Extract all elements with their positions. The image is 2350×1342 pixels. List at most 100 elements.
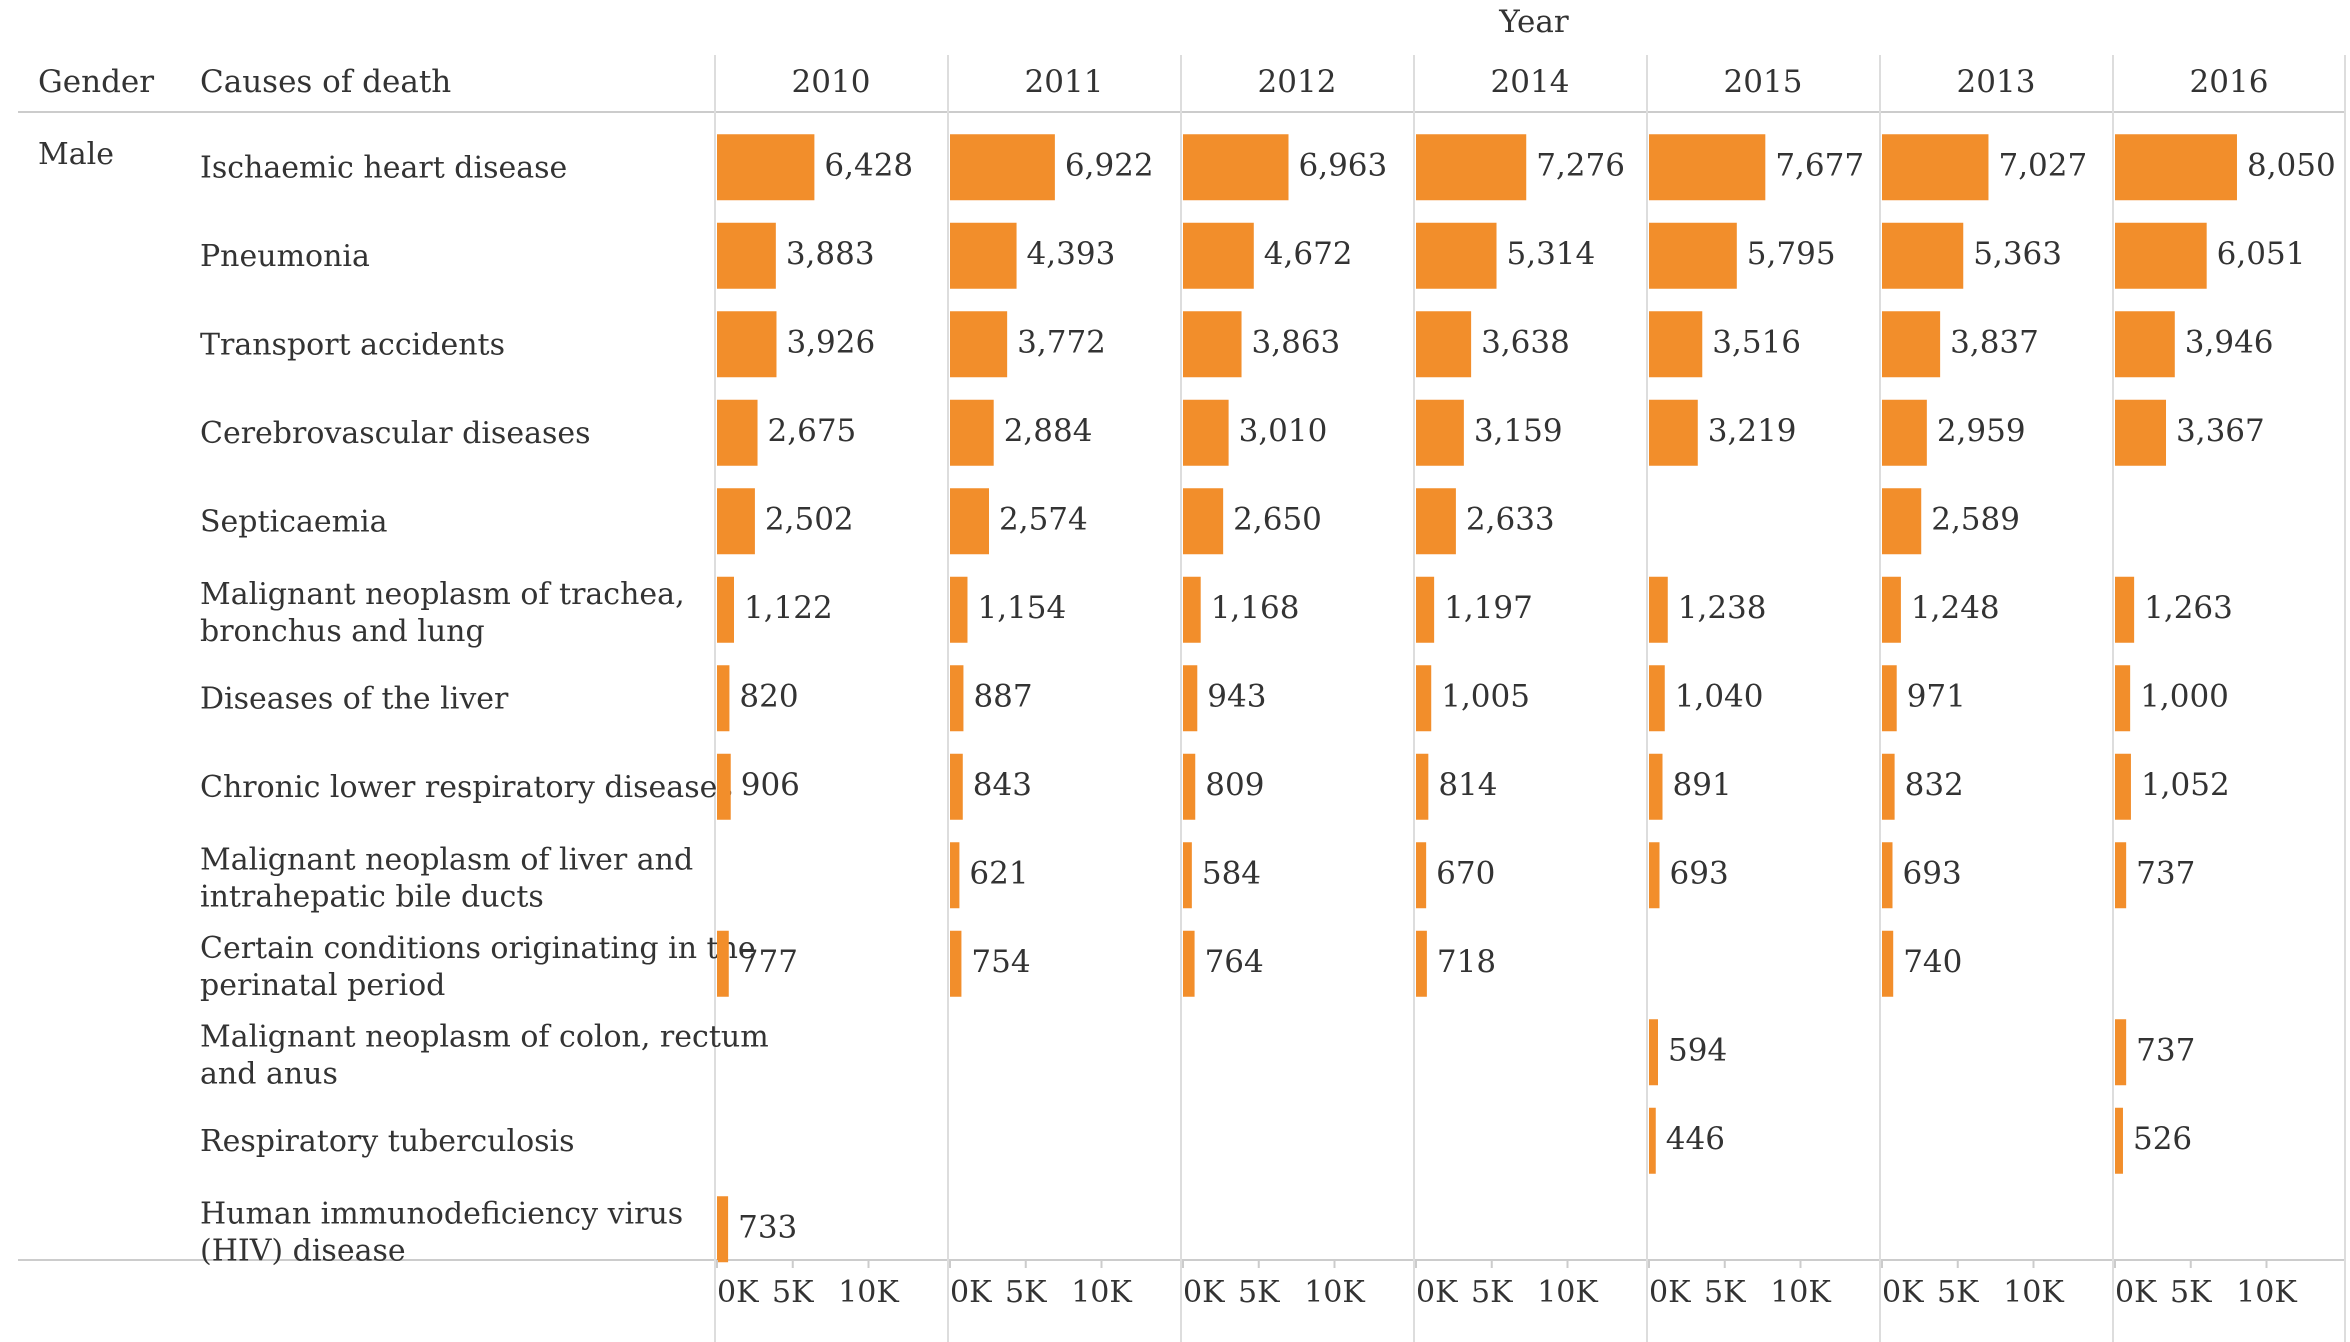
bar bbox=[950, 753, 963, 820]
x-tick-label: 10K bbox=[2003, 1275, 2064, 1310]
causes-header: Causes of death bbox=[200, 64, 451, 100]
value-label: 2,633 bbox=[1466, 501, 1555, 537]
bar bbox=[1183, 222, 1254, 289]
value-label: 3,926 bbox=[786, 324, 875, 360]
x-tick-label: 5K bbox=[772, 1275, 814, 1310]
bar bbox=[717, 930, 729, 997]
value-label: 3,772 bbox=[1017, 324, 1106, 360]
value-label: 446 bbox=[1666, 1121, 1725, 1157]
value-label: 2,574 bbox=[999, 501, 1088, 537]
value-label: 3,638 bbox=[1481, 324, 1570, 360]
cause-label: Human immunodeficiency virus bbox=[200, 1196, 683, 1231]
bar bbox=[1882, 399, 1927, 466]
x-tick-label: 0K bbox=[950, 1275, 992, 1310]
value-label: 740 bbox=[1903, 944, 1962, 980]
cause-label: Respiratory tuberculosis bbox=[200, 1124, 575, 1159]
cause-label: perinatal period bbox=[200, 968, 445, 1003]
bar bbox=[1183, 665, 1198, 732]
year-label-2010: 2010 bbox=[792, 64, 871, 100]
value-label: 5,314 bbox=[1507, 236, 1596, 272]
value-label: 7,027 bbox=[1998, 147, 2087, 183]
value-label: 906 bbox=[741, 767, 800, 803]
value-label: 2,959 bbox=[1937, 413, 2026, 449]
bar bbox=[717, 753, 731, 820]
value-label: 693 bbox=[1903, 855, 1962, 891]
value-label: 693 bbox=[1670, 855, 1729, 891]
value-label: 670 bbox=[1436, 855, 1495, 891]
bar bbox=[2115, 311, 2175, 378]
bar bbox=[717, 222, 776, 289]
value-label: 814 bbox=[1438, 767, 1497, 803]
bar bbox=[1183, 488, 1224, 555]
bar bbox=[1416, 488, 1456, 555]
year-label-2016: 2016 bbox=[2190, 64, 2269, 100]
cause-label: Diseases of the liver bbox=[200, 681, 509, 716]
value-label: 5,795 bbox=[1747, 236, 1836, 272]
value-label: 3,946 bbox=[2185, 324, 2274, 360]
bar bbox=[1882, 311, 1941, 378]
cause-label: Chronic lower respiratory diseases bbox=[200, 770, 733, 805]
bar bbox=[1183, 753, 1196, 820]
value-label: 526 bbox=[2133, 1121, 2192, 1157]
value-label: 1,122 bbox=[744, 590, 833, 626]
value-label: 3,516 bbox=[1712, 324, 1801, 360]
bar bbox=[2115, 1019, 2127, 1086]
bar bbox=[1882, 842, 1893, 909]
value-label: 6,963 bbox=[1299, 147, 1388, 183]
bar bbox=[950, 576, 968, 643]
value-label: 737 bbox=[2136, 855, 2195, 891]
bar bbox=[1183, 842, 1192, 909]
cause-label: Certain conditions originating in the bbox=[200, 931, 756, 966]
x-tick-label: 10K bbox=[1770, 1275, 1831, 1310]
bar bbox=[950, 311, 1008, 378]
bar bbox=[950, 665, 964, 732]
value-label: 7,677 bbox=[1775, 147, 1864, 183]
year-label-2012: 2012 bbox=[1258, 64, 1337, 100]
value-label: 584 bbox=[1202, 855, 1261, 891]
year-label-2013: 2013 bbox=[1957, 64, 2036, 100]
value-label: 1,154 bbox=[977, 590, 1066, 626]
bar bbox=[717, 134, 815, 201]
bar bbox=[2115, 222, 2207, 289]
cause-label: (HIV) disease bbox=[200, 1233, 406, 1268]
bar bbox=[717, 576, 734, 643]
x-tick-label: 10K bbox=[1537, 1275, 1598, 1310]
bar bbox=[1183, 311, 1242, 378]
value-label: 737 bbox=[2136, 1032, 2195, 1068]
bar bbox=[1882, 576, 1901, 643]
x-tick-label: 0K bbox=[1649, 1275, 1691, 1310]
value-label: 1,263 bbox=[2144, 590, 2233, 626]
x-tick-label: 0K bbox=[2115, 1275, 2157, 1310]
bar bbox=[1882, 930, 1894, 997]
bar bbox=[950, 399, 994, 466]
x-tick-label: 5K bbox=[1471, 1275, 1513, 1310]
value-label: 718 bbox=[1437, 944, 1496, 980]
bar bbox=[950, 930, 962, 997]
bar bbox=[1649, 134, 1766, 201]
value-label: 971 bbox=[1907, 678, 1966, 714]
x-tick-label: 5K bbox=[1937, 1275, 1979, 1310]
value-label: 1,248 bbox=[1911, 590, 2000, 626]
bar bbox=[717, 488, 755, 555]
value-label: 4,393 bbox=[1027, 236, 1116, 272]
bar bbox=[1416, 134, 1527, 201]
bar bbox=[1183, 576, 1201, 643]
value-label: 5,363 bbox=[1973, 236, 2062, 272]
bar bbox=[1183, 134, 1289, 201]
value-label: 1,052 bbox=[2141, 767, 2230, 803]
value-label: 777 bbox=[739, 944, 798, 980]
bar bbox=[2115, 134, 2237, 201]
bar bbox=[1416, 399, 1464, 466]
bar bbox=[1416, 930, 1427, 997]
value-label: 7,276 bbox=[1536, 147, 1625, 183]
bar bbox=[2115, 842, 2127, 909]
x-tick-label: 0K bbox=[1882, 1275, 1924, 1310]
value-label: 809 bbox=[1205, 767, 1264, 803]
bar bbox=[1649, 665, 1665, 732]
bar bbox=[717, 1196, 729, 1263]
bar bbox=[1649, 842, 1660, 909]
bar bbox=[1416, 753, 1429, 820]
bar bbox=[717, 311, 777, 378]
bar bbox=[2115, 399, 2167, 466]
